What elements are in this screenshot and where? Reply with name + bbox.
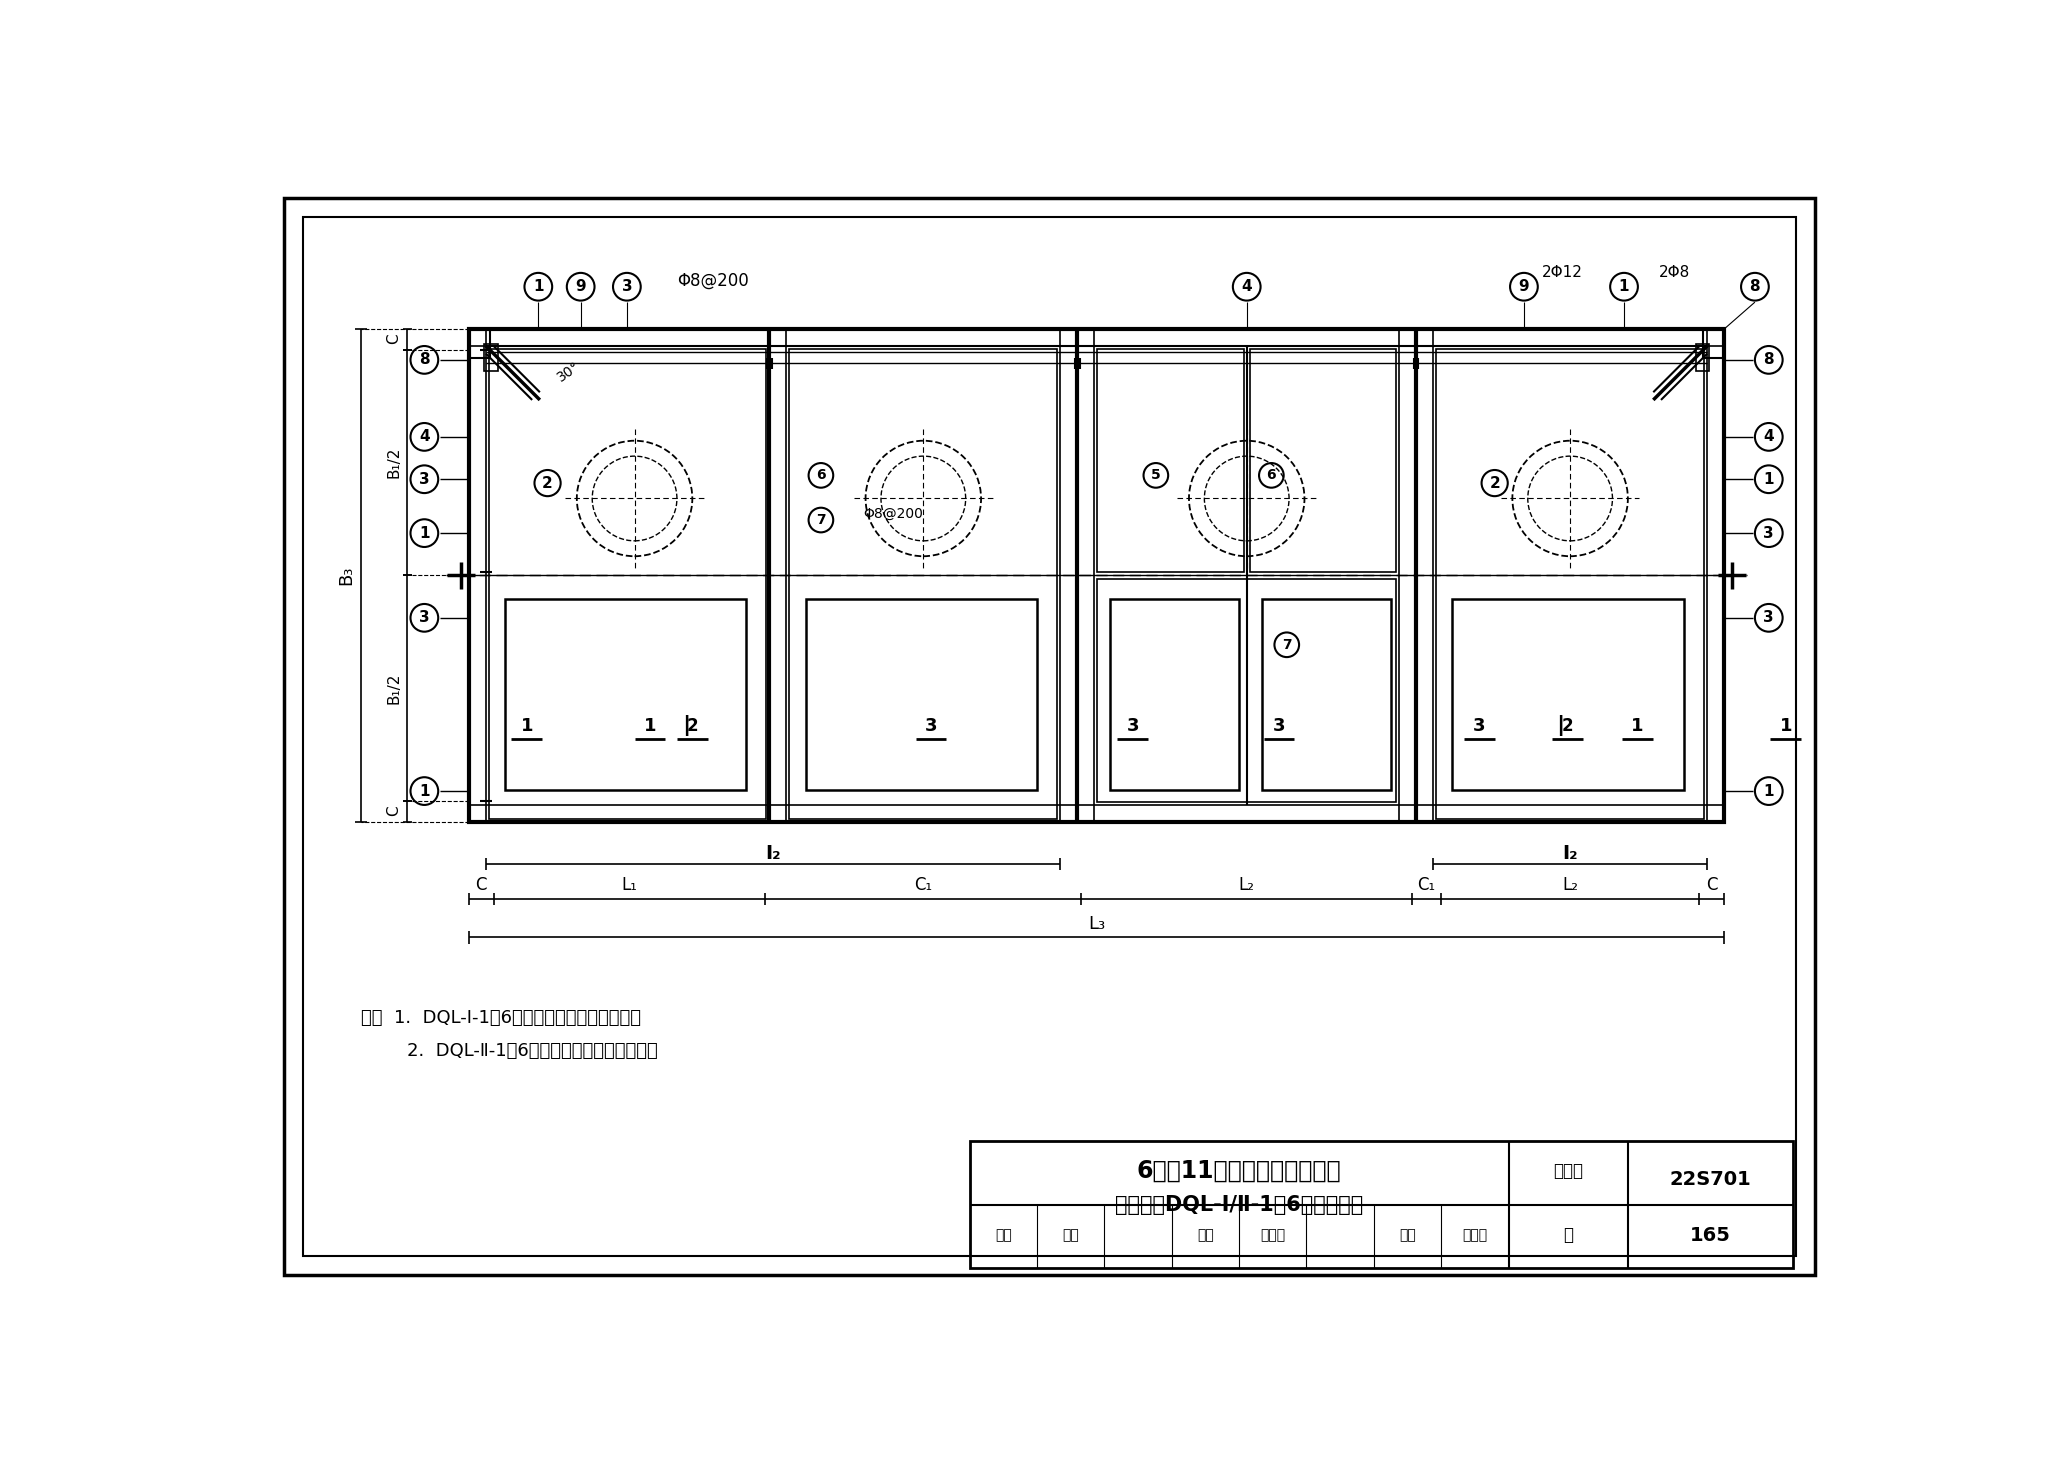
Bar (506, 598, 745, 789)
Text: I₂: I₂ (1563, 843, 1577, 862)
Text: |: | (682, 715, 690, 737)
Text: 校对: 校对 (1196, 1228, 1214, 1243)
Text: 页: 页 (1563, 1227, 1573, 1245)
Text: 9: 9 (1520, 279, 1530, 295)
Text: Φ8@200: Φ8@200 (678, 271, 750, 289)
Text: L₂: L₂ (1239, 875, 1255, 894)
Text: 3: 3 (1473, 716, 1485, 735)
Text: 3: 3 (1763, 525, 1774, 541)
Text: 3: 3 (1272, 716, 1286, 735)
Text: 1: 1 (1618, 279, 1630, 295)
Text: L₁: L₁ (621, 875, 637, 894)
Text: 1: 1 (420, 783, 430, 798)
Text: 1: 1 (1763, 783, 1774, 798)
Text: 7: 7 (1282, 638, 1292, 652)
Text: I₂: I₂ (766, 843, 780, 862)
Bar (1262, 598, 1391, 789)
Bar (1249, 349, 1397, 572)
Bar (788, 349, 1057, 818)
Text: B₃: B₃ (336, 566, 354, 585)
Text: 审核: 审核 (995, 1228, 1012, 1243)
Bar (1704, 330, 1724, 357)
Text: L₃: L₃ (1087, 915, 1106, 932)
Text: B₁/2: B₁/2 (387, 446, 401, 479)
Bar (469, 330, 1724, 821)
Text: 1: 1 (420, 525, 430, 541)
Text: 6号～11号化粪池（无覆土）: 6号～11号化粪池（无覆土） (1137, 1158, 1341, 1183)
Bar (1098, 349, 1243, 572)
Text: C₁: C₁ (1417, 875, 1436, 894)
Text: L₂: L₂ (1563, 875, 1579, 894)
Text: 6: 6 (1266, 468, 1276, 483)
Text: 2.  DQL-Ⅱ-1～6用于有地下水、不过汽车。: 2. DQL-Ⅱ-1～6用于有地下水、不过汽车。 (360, 1042, 657, 1059)
Text: 王军: 王军 (1063, 1228, 1079, 1243)
Text: 2Φ8: 2Φ8 (1659, 266, 1690, 280)
Text: 8: 8 (420, 353, 430, 368)
Text: 洪财斌: 洪财斌 (1260, 1228, 1286, 1243)
Bar (805, 598, 1036, 789)
Text: C₁: C₁ (913, 875, 932, 894)
Text: 设计: 设计 (1399, 1228, 1415, 1243)
Text: 顶部圈梁DQL-Ⅰ/Ⅱ-1～6配筋平面图: 顶部圈梁DQL-Ⅰ/Ⅱ-1～6配筋平面图 (1114, 1195, 1364, 1214)
Bar (1110, 598, 1239, 789)
Text: 4: 4 (1241, 279, 1251, 295)
Bar (483, 344, 498, 371)
Text: 2: 2 (686, 716, 698, 735)
Text: 1: 1 (520, 716, 532, 735)
Text: 8: 8 (1763, 353, 1774, 368)
Text: 1: 1 (1763, 471, 1774, 487)
Text: 6: 6 (815, 468, 825, 483)
Text: 3: 3 (1763, 610, 1774, 626)
Text: 2Φ12: 2Φ12 (1542, 266, 1583, 280)
Bar (969, 1141, 1794, 1268)
Text: |: | (1556, 715, 1565, 737)
Text: 3: 3 (420, 471, 430, 487)
Text: 2: 2 (1563, 716, 1573, 735)
Bar (1452, 598, 1683, 789)
Text: 图集号: 图集号 (1552, 1161, 1583, 1180)
Text: 4: 4 (420, 429, 430, 445)
Text: 4: 4 (1763, 429, 1774, 445)
Text: C: C (475, 875, 487, 894)
Bar (1436, 349, 1704, 818)
Text: 1: 1 (1780, 716, 1792, 735)
Text: 165: 165 (1690, 1226, 1731, 1245)
Text: C: C (387, 805, 401, 817)
Text: 5: 5 (1151, 468, 1161, 483)
Text: 2: 2 (543, 476, 553, 490)
Text: C: C (387, 334, 401, 344)
Text: 3: 3 (1126, 716, 1139, 735)
Text: C: C (1706, 875, 1718, 894)
Text: 注：  1.  DQL-Ⅰ-1～6用于无地下水、不过汽车。: 注： 1. DQL-Ⅰ-1～6用于无地下水、不过汽车。 (360, 1010, 641, 1027)
Bar (469, 330, 489, 357)
Text: 30°: 30° (555, 359, 584, 384)
Text: 1: 1 (1630, 716, 1642, 735)
Text: 1: 1 (532, 279, 543, 295)
Bar (1098, 579, 1397, 802)
Text: 9: 9 (575, 279, 586, 295)
Text: 7: 7 (815, 514, 825, 527)
Text: B₁/2: B₁/2 (387, 673, 401, 703)
Text: 3: 3 (621, 279, 633, 295)
Text: 2: 2 (1489, 476, 1499, 490)
Text: 3: 3 (926, 716, 938, 735)
Text: 8: 8 (1749, 279, 1759, 295)
Text: 张凯博: 张凯博 (1462, 1228, 1487, 1243)
Text: Φ8@200: Φ8@200 (864, 506, 924, 521)
Text: 22S701: 22S701 (1669, 1170, 1751, 1189)
Text: 1: 1 (643, 716, 655, 735)
Bar (1696, 344, 1710, 371)
Text: 3: 3 (420, 610, 430, 626)
Bar (489, 349, 766, 818)
